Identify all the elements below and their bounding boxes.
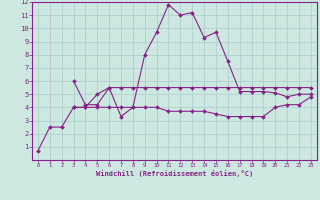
X-axis label: Windchill (Refroidissement éolien,°C): Windchill (Refroidissement éolien,°C) (96, 170, 253, 177)
